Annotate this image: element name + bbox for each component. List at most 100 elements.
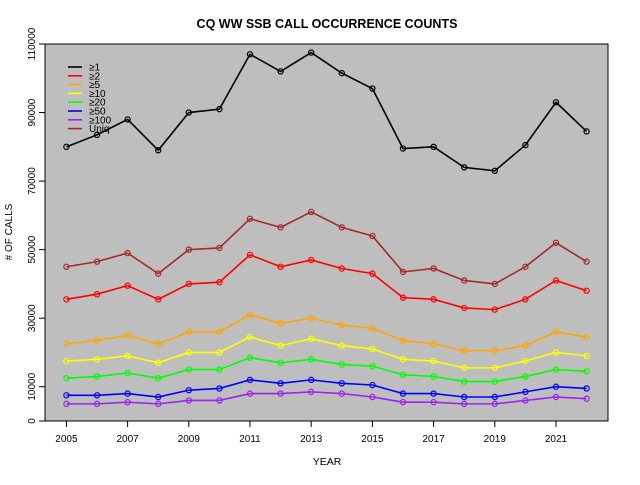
data-point (155, 340, 162, 348)
x-tick-label: 2007 (116, 434, 139, 445)
data-point (369, 85, 376, 92)
data-point (491, 378, 498, 385)
data-point (63, 143, 70, 151)
data-point (216, 385, 223, 392)
data-point (583, 368, 590, 375)
data-point (399, 398, 407, 406)
legend-label: ≥10 (89, 89, 106, 100)
series-line (66, 379, 587, 398)
data-point (124, 398, 131, 406)
data-point (155, 296, 162, 303)
data-point (63, 340, 70, 348)
chart-title: CQ WW SSB CALL OCCURRENCE COUNTS (197, 17, 458, 31)
y-tick-label: 90000 (27, 98, 38, 126)
data-point (338, 342, 345, 349)
data-point (216, 397, 223, 404)
data-point (583, 258, 590, 265)
data-point (399, 294, 407, 301)
data-point (93, 392, 101, 399)
data-point (491, 306, 498, 313)
data-point (460, 378, 468, 385)
data-point (491, 364, 498, 372)
legend-label: ≥100 (89, 115, 112, 126)
data-point (216, 349, 223, 356)
data-point (522, 296, 529, 303)
data-point (308, 49, 315, 56)
data-point (369, 345, 376, 353)
data-point (277, 359, 284, 366)
data-point (369, 232, 376, 240)
data-point (155, 400, 162, 408)
data-point (308, 314, 315, 322)
data-point (399, 145, 407, 152)
data-point (93, 356, 101, 363)
data-point (93, 337, 101, 344)
plot-background (44, 43, 609, 422)
legend-label: ≥50 (89, 107, 106, 118)
data-point (338, 380, 345, 387)
data-point (552, 239, 560, 246)
data-point (369, 270, 376, 277)
data-point (491, 347, 498, 354)
data-point (216, 105, 223, 113)
data-point (63, 263, 70, 270)
data-point (552, 383, 560, 390)
series-line (66, 356, 587, 383)
data-point (124, 390, 131, 397)
data-point (216, 366, 223, 373)
data-point (460, 347, 468, 354)
x-tick-label: 2005 (55, 434, 78, 445)
legend-label: Uniq (89, 124, 110, 135)
x-tick-label: 2017 (422, 434, 445, 445)
data-point (583, 128, 590, 135)
data-point (522, 357, 529, 365)
data-point (552, 366, 560, 373)
data-point (63, 296, 70, 303)
data-point (93, 373, 101, 380)
data-point (63, 374, 70, 382)
data-point (491, 167, 498, 175)
data-point (246, 251, 254, 258)
data-point (216, 244, 223, 252)
data-point (277, 320, 284, 327)
data-point (522, 373, 529, 380)
data-point (460, 400, 468, 408)
data-point (246, 215, 254, 222)
series-line (66, 51, 588, 172)
data-point (522, 141, 529, 149)
x-axis-label: YEAR (313, 456, 342, 468)
data-point (277, 263, 284, 270)
data-point (93, 131, 101, 139)
data-point (522, 263, 529, 270)
data-point (63, 392, 70, 399)
y-axis-label: # OF CALLS (4, 203, 15, 260)
data-point (93, 290, 101, 298)
data-point (246, 333, 254, 341)
data-point (277, 390, 284, 397)
data-point (185, 109, 193, 116)
data-point (583, 352, 590, 360)
data-point (338, 69, 345, 77)
data-point (63, 400, 70, 408)
data-point (369, 393, 376, 401)
data-point (399, 268, 407, 276)
data-point (124, 352, 131, 360)
data-point (63, 357, 70, 365)
data-point (185, 328, 193, 336)
data-point (552, 277, 560, 284)
data-point (246, 376, 254, 384)
data-point (246, 354, 254, 361)
data-point (369, 325, 376, 332)
data-point (430, 390, 437, 397)
x-tick-label: 2019 (484, 434, 507, 445)
data-point (246, 390, 254, 397)
data-point (430, 143, 437, 151)
data-point (399, 390, 407, 397)
data-point (460, 393, 468, 401)
series-line (66, 336, 587, 369)
data-point (155, 393, 162, 401)
data-point (522, 397, 529, 404)
data-point (124, 369, 131, 377)
data-point (552, 328, 560, 336)
